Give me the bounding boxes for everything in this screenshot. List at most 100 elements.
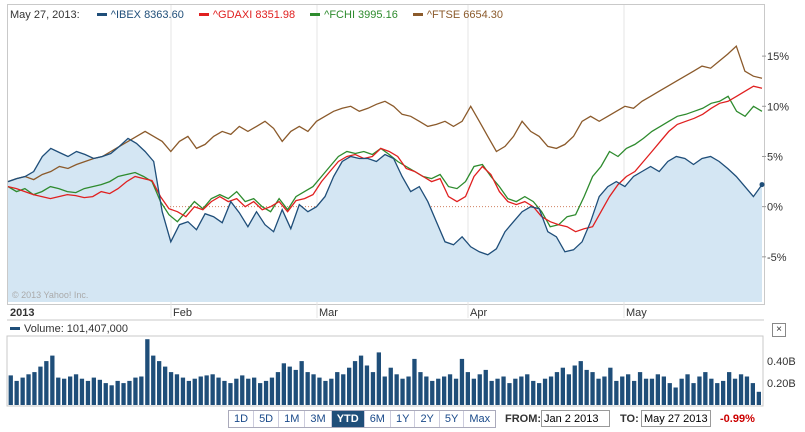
volume-bar (50, 355, 55, 405)
volume-bar (358, 355, 364, 405)
volume-bar (614, 380, 619, 405)
range-button-5d[interactable]: 5D (254, 411, 280, 427)
volume-y-tick-label: 0.20B (767, 378, 796, 390)
volume-bar (721, 380, 726, 405)
volume-bar (246, 378, 251, 405)
to-date-input[interactable] (641, 410, 711, 427)
volume-bar (299, 361, 304, 405)
volume-bar (531, 380, 536, 405)
volume-bar (471, 378, 476, 405)
volume-bar (578, 361, 583, 405)
volume-bar (406, 376, 411, 405)
watermark: © 2013 Yahoo! Inc. (12, 290, 89, 300)
volume-bar (97, 379, 102, 405)
volume-bar (691, 383, 696, 405)
volume-bar (453, 378, 459, 405)
range-selector: 1D 5D 1M 3M YTD 6M 1Y 2Y 5Y Max (228, 410, 497, 428)
volume-bar (400, 378, 405, 405)
volume-bar (293, 369, 298, 405)
volume-bar (56, 377, 61, 405)
y-tick-label: -5% (767, 252, 787, 264)
volume-bar (382, 376, 387, 405)
volume-bar (139, 376, 144, 405)
volume-bar (495, 378, 500, 405)
volume-bar (590, 372, 595, 405)
volume-bar (483, 369, 488, 405)
volume-bar (364, 365, 370, 405)
volume-bar (62, 378, 67, 405)
volume-bar (596, 378, 601, 405)
volume-bar (525, 374, 530, 405)
legend-item-fchi: ^FCHI 3995.16 (310, 9, 398, 21)
volume-bar (732, 378, 738, 405)
volume-bar (14, 380, 19, 405)
y-tick-label: 10% (767, 101, 789, 113)
volume-bar (145, 339, 150, 405)
range-button-3m[interactable]: 3M (305, 411, 332, 427)
legend-item-ibex: ^IBEX 8363.60 (96, 9, 184, 21)
volume-bar (20, 377, 25, 405)
volume-bar (258, 383, 263, 405)
volume-bar (388, 367, 393, 405)
ftse-swatch (412, 12, 423, 16)
legend-item-gdaxi: ^GDAXI 8351.98 (198, 9, 295, 21)
volume-bar (109, 385, 114, 405)
volume-bar (709, 378, 714, 405)
volume-bar (228, 383, 233, 405)
volume-bar (79, 378, 85, 405)
volume-bar (174, 374, 180, 405)
volume-bar (655, 374, 660, 405)
volume-bar (430, 380, 435, 405)
volume-bar (234, 378, 239, 405)
volume-bar (198, 376, 203, 405)
range-button-5y[interactable]: 5Y (440, 411, 465, 427)
series-line-ftse (7, 44, 763, 183)
volume-bar (566, 374, 571, 405)
range-button-2y[interactable]: 2Y (415, 411, 440, 427)
series-line-ibex (7, 137, 763, 256)
volume-bar (68, 376, 73, 405)
volume-bar (180, 377, 186, 405)
volume-bar (667, 383, 672, 405)
volume-bar (305, 372, 310, 405)
range-button-1y[interactable]: 1Y (391, 411, 416, 427)
volume-bar (216, 377, 221, 405)
volume-bar (715, 383, 720, 405)
volume-bar (649, 378, 655, 405)
volume-bar (756, 391, 761, 405)
volume-frame (6, 335, 764, 407)
from-date-input[interactable] (541, 410, 610, 427)
volume-bar (335, 372, 340, 405)
volume-bar (394, 374, 399, 405)
volume-bar (186, 380, 191, 405)
legend: May 27, 2013: ^IBEX 8363.60 ^GDAXI 8351.… (10, 9, 515, 23)
ibex-area-fill (8, 138, 762, 302)
range-button-6m[interactable]: 6M (365, 411, 391, 427)
range-button-max[interactable]: Max (469, 413, 491, 425)
volume-bar (157, 361, 162, 405)
close-volume-button[interactable]: × (772, 323, 786, 337)
volume-bar (103, 383, 108, 405)
range-button-1d[interactable]: 1D (229, 411, 255, 427)
volume-bar (8, 375, 13, 405)
volume-bar (584, 369, 589, 405)
volume-bar (442, 376, 447, 405)
volume-label: Volume: 101,407,000 (24, 323, 128, 335)
volume-bar (115, 380, 120, 405)
volume-bar (537, 383, 542, 405)
volume-bar (151, 355, 156, 405)
volume-bar (127, 380, 132, 405)
volume-bar (32, 372, 37, 405)
volume-bar (626, 374, 631, 405)
range-button-1m[interactable]: 1M (279, 411, 306, 427)
volume-bar (38, 366, 43, 405)
volume-bar (643, 378, 649, 405)
ibex-swatch (96, 12, 107, 16)
volume-bar (275, 372, 281, 405)
volume-bar (192, 378, 197, 405)
y-tick-label: 15% (767, 51, 789, 63)
range-button-ytd[interactable]: YTD (331, 411, 365, 427)
x-tick-label: Mar (319, 307, 338, 319)
volume-bar (418, 372, 423, 405)
